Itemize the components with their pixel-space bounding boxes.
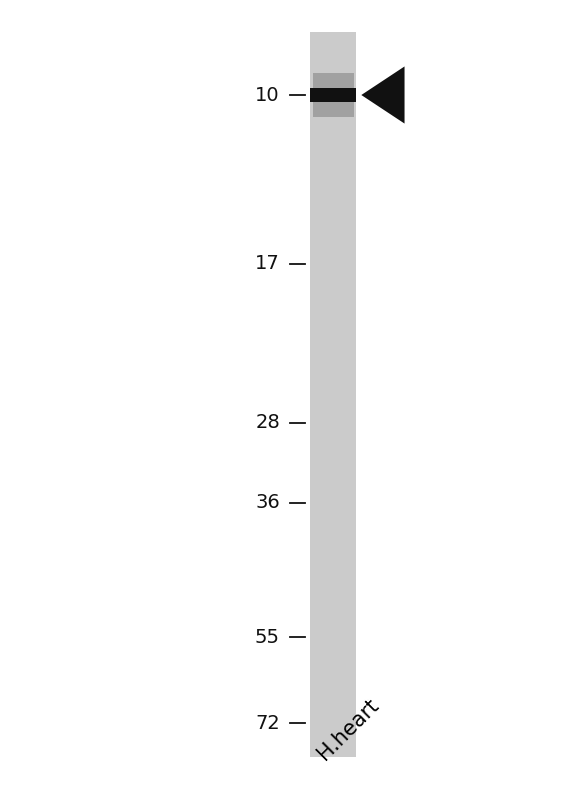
Text: 28: 28 [255,413,280,432]
Bar [313,74,354,117]
Text: 36: 36 [255,493,280,512]
Text: 10: 10 [255,86,280,105]
Text: H.heart: H.heart [314,695,383,764]
FancyBboxPatch shape [311,32,356,757]
Bar [311,88,356,102]
Text: 72: 72 [255,714,280,733]
Text: 17: 17 [255,254,280,274]
Polygon shape [362,66,405,123]
Text: 55: 55 [255,628,280,647]
